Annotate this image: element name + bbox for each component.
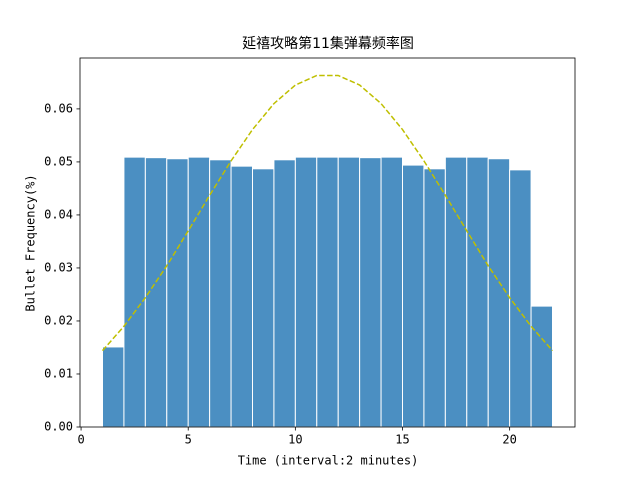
bar (402, 164, 425, 428)
chart-title: 延禧攻略第11集弹幕频率图 (242, 35, 414, 52)
plot-frame (79, 57, 576, 428)
x-axis-label: Time (interval:2 minutes) (238, 454, 419, 468)
bar (166, 158, 189, 428)
bar (359, 157, 382, 428)
bar (423, 168, 446, 428)
bar (294, 156, 318, 428)
bar (230, 165, 253, 428)
fit-curve (101, 74, 554, 352)
bar (102, 346, 125, 428)
bar (187, 156, 211, 428)
bar (252, 168, 275, 428)
bar (273, 159, 296, 428)
x-tick-label: 10 (288, 433, 302, 447)
bar (444, 156, 468, 428)
bar (509, 169, 532, 428)
y-axis-label: Bullet Frequency(%) (24, 174, 38, 311)
y-tick-label: 0.00 (44, 420, 73, 434)
bar (337, 156, 361, 428)
y-tick-label: 0.03 (44, 260, 73, 274)
y-tick-label: 0.05 (44, 154, 73, 168)
y-tick-label: 0.02 (44, 313, 73, 327)
bar (123, 156, 146, 428)
x-tick-label: 20 (502, 433, 516, 447)
y-tick-label: 0.01 (44, 366, 73, 380)
x-tick-label: 0 (77, 433, 84, 447)
bar (209, 159, 232, 428)
bar (530, 305, 553, 428)
x-tick-label: 5 (185, 433, 192, 447)
bar (487, 158, 511, 428)
x-tick-label: 15 (395, 433, 409, 447)
bar (316, 156, 339, 428)
y-tick-label: 0.04 (44, 207, 73, 221)
bar (466, 156, 489, 428)
y-tick-label: 0.06 (44, 101, 73, 115)
bar (380, 156, 404, 428)
